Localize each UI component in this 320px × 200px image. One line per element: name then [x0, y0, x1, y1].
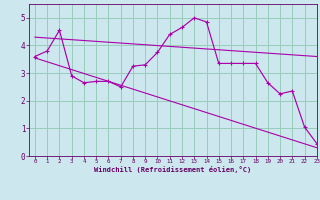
X-axis label: Windchill (Refroidissement éolien,°C): Windchill (Refroidissement éolien,°C) — [94, 166, 252, 173]
